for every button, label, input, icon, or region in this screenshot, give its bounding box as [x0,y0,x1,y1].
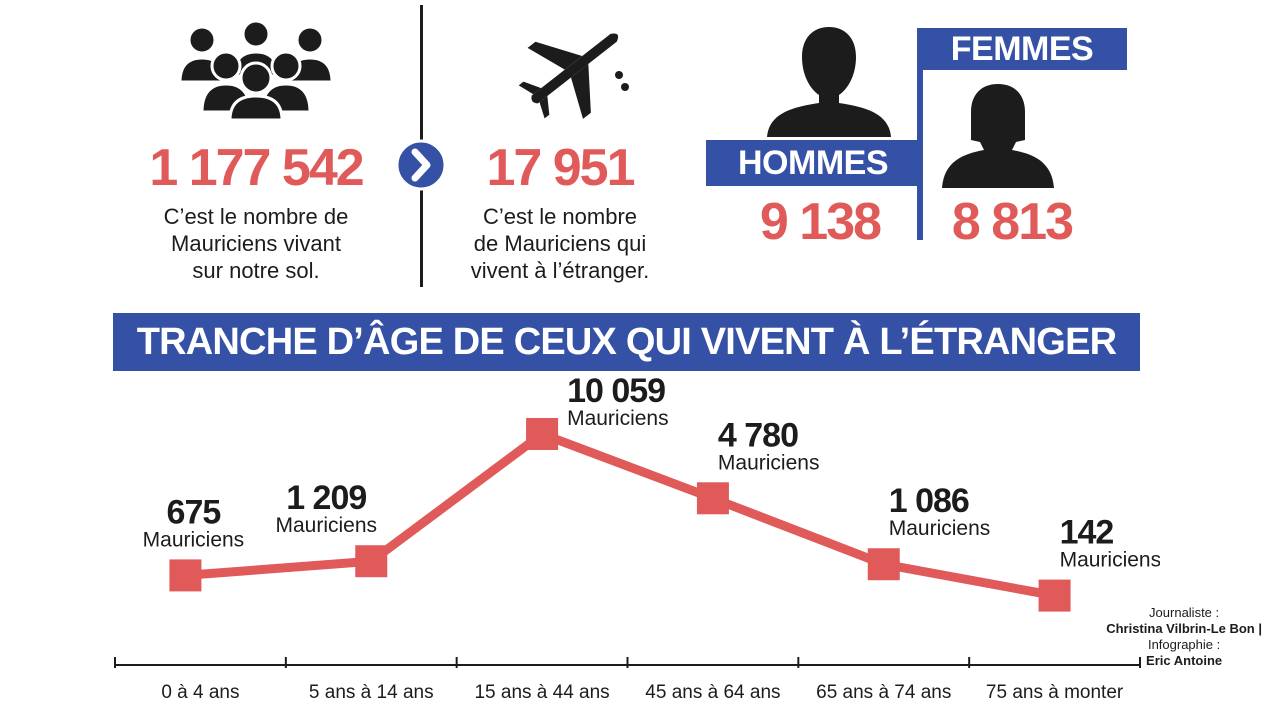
category-label: 15 ans à 44 ans [474,682,609,703]
women-value: 8 813 [951,193,1074,251]
category-label: 75 ans à monter [986,682,1124,703]
data-point-marker [169,559,202,592]
residents-value: 1 177 542 [149,139,364,197]
abroad-desc-line: de Mauriciens qui [473,231,647,256]
data-point-marker [526,418,559,450]
abroad-desc-line: vivent à l’étranger. [470,258,650,283]
category-label: 5 ans à 14 ans [309,682,434,703]
women-label: FEMMES [917,28,1127,70]
data-value-label: 10 059 [567,372,665,410]
data-value-label: 142 [1060,514,1114,552]
residents-desc-line: C’est le nombre de [163,204,349,229]
data-unit-label: Mauriciens [567,407,669,430]
women-connector [917,30,923,240]
abroad-desc-line: C’est le nombre [482,204,638,229]
chart-title: TRANCHE D’ÂGE DE CEUX QUI VIVENT À L’ÉTR… [113,313,1140,371]
data-unit-label: Mauriciens [275,514,377,537]
data-point-marker [696,482,729,515]
man-silhouette-icon [767,27,891,137]
men-value: 9 138 [759,193,882,251]
data-point-marker [355,545,388,578]
journalist-label: Journaliste : [1149,605,1220,620]
age-line-chart: 0 à 4 ans 5 ans à 14 ans 15 ans à 44 ans 45… [114,372,1160,703]
data-unit-label: Mauriciens [718,451,820,474]
credits: Journaliste : Christina Vilbrin-Le Bon |… [1106,605,1262,669]
category-label: 45 ans à 64 ans [645,682,780,703]
infographic-name: Eric Antoine [1146,653,1223,668]
data-unit-label: Mauriciens [889,517,991,540]
data-value-label: 1 086 [889,482,969,520]
data-point-marker [867,548,900,581]
data-unit-label: Mauriciens [1060,549,1160,572]
data-point-marker [1038,579,1071,612]
men-label: HOMMES [706,140,920,186]
woman-silhouette-icon [942,84,1054,188]
data-value-label: 4 780 [718,416,798,454]
data-value-label: 675 [167,493,221,531]
crowd-icon [178,20,334,120]
abroad-value: 17 951 [486,139,635,197]
airplane-icon [518,33,629,119]
data-value-label: 1 209 [286,479,366,517]
residents-desc-line: sur notre sol. [192,258,320,283]
residents-desc-line: Mauriciens vivant [171,231,341,256]
residents-description: C’est le nombre de Mauriciens vivant sur… [140,203,372,284]
category-label: 65 ans à 74 ans [816,682,951,703]
series-line [185,429,1056,601]
chevron-right-icon [395,139,447,191]
journalist-name: Christina Vilbrin-Le Bon | [1106,621,1262,636]
abroad-description: C’est le nombre de Mauriciens qui vivent… [448,203,672,284]
category-label: 0 à 4 ans [161,682,239,703]
data-unit-label: Mauriciens [143,528,245,551]
infographic-label: Infographie : [1147,637,1221,652]
